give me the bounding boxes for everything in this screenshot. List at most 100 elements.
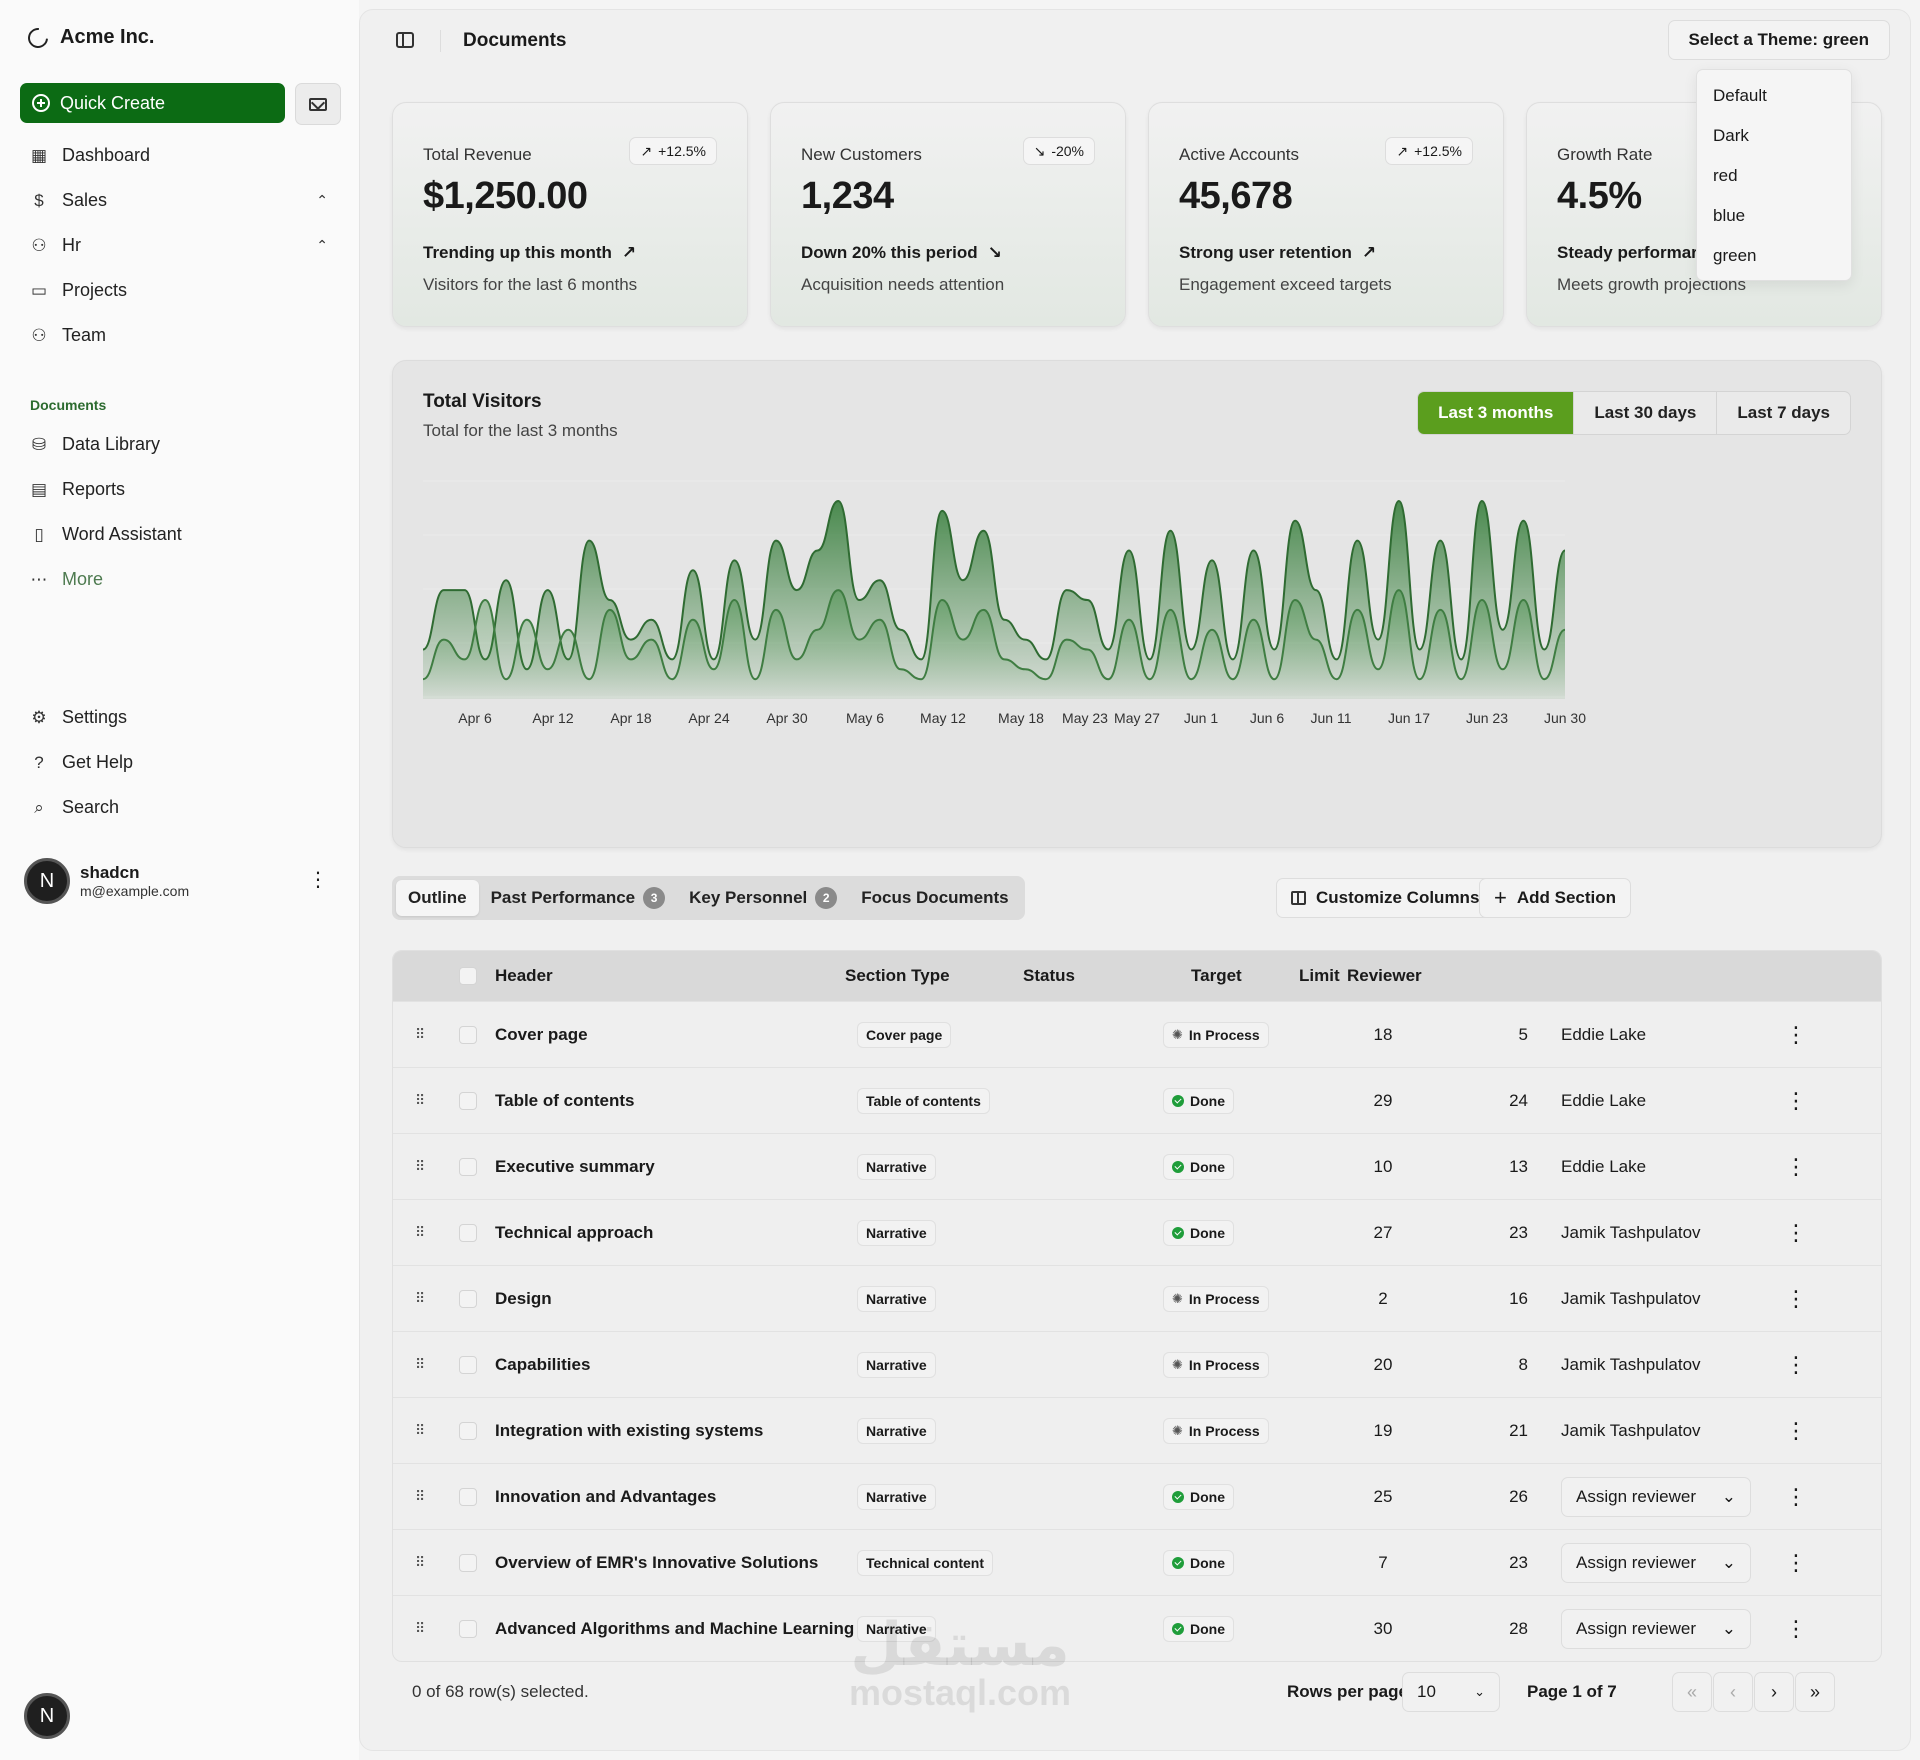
sidebar-toggle-icon[interactable] [396, 32, 414, 48]
drag-handle-icon[interactable]: ⠿ [415, 1158, 425, 1174]
row-checkbox[interactable] [459, 1421, 477, 1440]
row-actions-icon[interactable]: ⋮ [1785, 1483, 1807, 1509]
row-checkbox[interactable] [459, 1619, 477, 1638]
sidebar-item-data-library[interactable]: ⛁ Data Library [30, 422, 340, 467]
select-all-checkbox[interactable] [459, 967, 477, 985]
row-header[interactable]: Design [495, 1288, 552, 1308]
row-actions-icon[interactable]: ⋮ [1785, 1549, 1807, 1575]
limit-value[interactable]: 16 [1509, 1288, 1528, 1308]
target-value[interactable]: 19 [1373, 1420, 1393, 1440]
drag-handle-icon[interactable]: ⠿ [415, 1554, 425, 1570]
target-value[interactable]: 10 [1373, 1156, 1393, 1176]
chevron-up-icon[interactable]: ⌃ [316, 192, 328, 208]
col-status[interactable]: Status [1023, 966, 1075, 985]
tab-past-performance[interactable]: Past Performance 3 [479, 880, 678, 916]
limit-value[interactable]: 5 [1518, 1024, 1528, 1044]
theme-option-default[interactable]: Default [1713, 86, 1767, 105]
drag-handle-icon[interactable]: ⠿ [415, 1356, 425, 1372]
row-header[interactable]: Integration with existing systems [495, 1420, 764, 1440]
floating-avatar[interactable]: N [24, 1693, 70, 1739]
row-checkbox[interactable] [459, 1355, 477, 1374]
row-checkbox[interactable] [459, 1091, 477, 1110]
row-actions-icon[interactable]: ⋮ [1785, 1219, 1807, 1245]
limit-value[interactable]: 23 [1509, 1222, 1528, 1242]
sidebar-item-dashboard[interactable]: ▦ Dashboard [30, 133, 340, 178]
sidebar-item-sales[interactable]: $ Sales ⌃ [30, 178, 340, 223]
col-limit[interactable]: Limit [1299, 966, 1340, 985]
drag-handle-icon[interactable]: ⠿ [415, 1488, 425, 1504]
drag-handle-icon[interactable]: ⠿ [415, 1026, 425, 1042]
sidebar-item-settings[interactable]: ⚙ Settings [30, 695, 340, 740]
row-checkbox[interactable] [459, 1157, 477, 1176]
sidebar-item-search[interactable]: ⌕ Search [30, 785, 340, 830]
sidebar-item-team[interactable]: ⚇ Team [30, 313, 340, 358]
inbox-button[interactable] [295, 83, 341, 125]
tab-outline[interactable]: Outline [396, 880, 479, 916]
row-actions-icon[interactable]: ⋮ [1785, 1087, 1807, 1113]
sidebar-item-more[interactable]: ⋯ More [30, 557, 340, 602]
sidebar-item-word-assistant[interactable]: ▯ Word Assistant [30, 512, 340, 557]
tab-key-personnel[interactable]: Key Personnel 2 [677, 880, 849, 916]
drag-handle-icon[interactable]: ⠿ [415, 1290, 425, 1306]
rows-per-page-select[interactable]: 10 ⌄ [1402, 1672, 1500, 1712]
row-header[interactable]: Advanced Algorithms and Machine Learning [495, 1618, 855, 1638]
theme-option-green[interactable]: green [1713, 246, 1757, 265]
target-value[interactable]: 30 [1373, 1618, 1393, 1638]
drag-handle-icon[interactable]: ⠿ [415, 1422, 425, 1438]
row-actions-icon[interactable]: ⋮ [1785, 1285, 1807, 1311]
target-value[interactable]: 29 [1373, 1090, 1393, 1110]
quick-create-button[interactable]: Quick Create [20, 83, 285, 123]
target-value[interactable]: 7 [1378, 1552, 1388, 1572]
sidebar-item-hr[interactable]: ⚇ Hr ⌃ [30, 223, 340, 268]
user-more-icon[interactable]: ⋮ [308, 869, 328, 891]
range-option-1[interactable]: Last 30 days [1574, 392, 1718, 434]
col-section-type[interactable]: Section Type [845, 966, 950, 985]
limit-value[interactable]: 8 [1518, 1354, 1528, 1374]
add-section-button[interactable]: + Add Section [1479, 878, 1632, 918]
range-option-0[interactable]: Last 3 months [1418, 392, 1575, 434]
row-header[interactable]: Table of contents [495, 1090, 635, 1110]
col-reviewer[interactable]: Reviewer [1347, 966, 1422, 985]
theme-select[interactable]: Select a Theme: green [1667, 20, 1890, 60]
theme-option-dark[interactable]: Dark [1713, 126, 1749, 145]
user-menu[interactable]: N shadcn m@example.com ⋮ [24, 858, 334, 904]
row-actions-icon[interactable]: ⋮ [1785, 1153, 1807, 1179]
row-checkbox[interactable] [459, 1223, 477, 1242]
tab-focus-documents[interactable]: Focus Documents [849, 880, 1020, 916]
first-page-button[interactable]: « [1672, 1672, 1712, 1712]
prev-page-button[interactable]: ‹ [1713, 1672, 1753, 1712]
assign-reviewer-select[interactable]: Assign reviewer ⌄ [1561, 1542, 1751, 1583]
col-target[interactable]: Target [1191, 966, 1242, 985]
chevron-up-icon[interactable]: ⌃ [316, 237, 328, 253]
sidebar-item-get-help[interactable]: ? Get Help [30, 740, 340, 785]
row-header[interactable]: Overview of EMR's Innovative Solutions [495, 1552, 819, 1572]
row-header[interactable]: Capabilities [495, 1354, 591, 1374]
range-option-2[interactable]: Last 7 days [1737, 403, 1830, 422]
row-actions-icon[interactable]: ⋮ [1785, 1615, 1807, 1641]
last-page-button[interactable]: » [1795, 1672, 1835, 1712]
row-header[interactable]: Executive summary [495, 1156, 655, 1176]
limit-value[interactable]: 21 [1509, 1420, 1528, 1440]
row-header[interactable]: Technical approach [495, 1222, 654, 1242]
drag-handle-icon[interactable]: ⠿ [415, 1092, 425, 1108]
target-value[interactable]: 20 [1373, 1354, 1393, 1374]
target-value[interactable]: 18 [1373, 1024, 1393, 1044]
row-header[interactable]: Cover page [495, 1024, 588, 1044]
row-checkbox[interactable] [459, 1487, 477, 1506]
assign-reviewer-select[interactable]: Assign reviewer ⌄ [1561, 1476, 1751, 1517]
drag-handle-icon[interactable]: ⠿ [415, 1224, 425, 1240]
sidebar-item-reports[interactable]: ▤ Reports [30, 467, 340, 512]
limit-value[interactable]: 24 [1509, 1090, 1528, 1110]
row-actions-icon[interactable]: ⋮ [1785, 1351, 1807, 1377]
row-actions-icon[interactable]: ⋮ [1785, 1417, 1807, 1443]
theme-option-blue[interactable]: blue [1713, 206, 1746, 225]
row-header[interactable]: Innovation and Advantages [495, 1486, 717, 1506]
col-header[interactable]: Header [495, 966, 553, 985]
limit-value[interactable]: 28 [1509, 1618, 1528, 1638]
row-checkbox[interactable] [459, 1289, 477, 1308]
assign-reviewer-select[interactable]: Assign reviewer ⌄ [1561, 1608, 1751, 1649]
limit-value[interactable]: 26 [1509, 1486, 1528, 1506]
limit-value[interactable]: 23 [1509, 1552, 1528, 1572]
limit-value[interactable]: 13 [1509, 1156, 1528, 1176]
row-actions-icon[interactable]: ⋮ [1785, 1021, 1807, 1047]
